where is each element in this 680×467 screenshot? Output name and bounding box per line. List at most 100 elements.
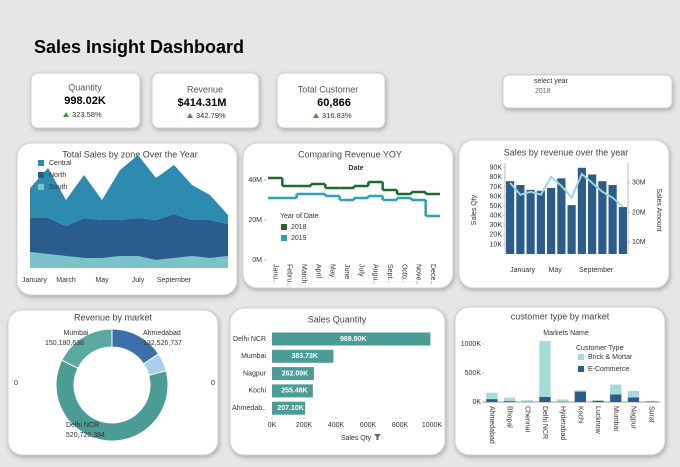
x-tick-label: Delhi NCR — [541, 406, 548, 439]
bar-segment — [627, 397, 640, 402]
x-tick-label: Janu.. — [271, 264, 278, 283]
x-tick-label: 800K — [392, 422, 409, 429]
x-tick-label: January — [510, 267, 535, 274]
legend-label: 2018 — [291, 224, 307, 231]
data-label: 383.73K — [291, 353, 317, 360]
chart-title: Comparing Revenue YOY — [298, 149, 402, 159]
bar — [577, 167, 586, 254]
filter-value[interactable]: 2018 — [535, 88, 551, 95]
legend-label: E-Commerce — [588, 366, 629, 373]
bar-segment — [574, 391, 587, 402]
slice-value: 150,180,638 — [45, 340, 84, 347]
legend-label: 2019 — [291, 235, 307, 242]
slice-label: Ahmedabad — [143, 330, 181, 337]
y2-tick-label: 20M — [632, 209, 646, 216]
y-tick-label: 40M — [248, 177, 262, 184]
x-tick-label: 400K — [328, 422, 345, 429]
bar — [272, 332, 431, 346]
data-label: 255.48K — [281, 388, 307, 395]
chart-card — [454, 306, 666, 456]
bar — [516, 185, 525, 254]
bar-segment — [486, 392, 498, 400]
x-tick-label: 0K — [268, 422, 277, 429]
bar-segment — [610, 394, 622, 402]
bar-segment — [592, 400, 604, 402]
area — [30, 214, 228, 260]
data-label: 989.90K — [340, 336, 366, 343]
bar — [272, 367, 314, 381]
y2-tick-label: 30M — [632, 180, 646, 187]
bar-segment — [539, 396, 551, 402]
legend-label: North — [49, 172, 66, 179]
x-tick-label: Surat — [647, 406, 654, 423]
x-tick-label: Dece.. — [429, 264, 436, 284]
chart-title: Total Sales by zone Over the Year — [62, 149, 198, 159]
legend-label: South — [49, 184, 67, 191]
y-tick-label: 40K — [490, 213, 503, 220]
y-tick-label: Delhi NCR — [233, 336, 266, 343]
legend-swatch — [578, 366, 584, 372]
bar — [272, 349, 334, 363]
legend-swatch — [578, 354, 584, 360]
legend-swatch — [38, 172, 44, 178]
filter-icon[interactable] — [374, 434, 381, 440]
legend-swatch — [38, 160, 44, 166]
donut-slice — [61, 328, 113, 369]
chart-card — [7, 309, 219, 456]
legend-swatch — [281, 224, 287, 230]
line — [509, 172, 624, 208]
bar — [272, 401, 306, 415]
chart-title: Sales Quantity — [308, 314, 367, 324]
x-tick-label: June — [343, 264, 350, 279]
x-tick-label: March — [300, 264, 307, 284]
kpi-change: 323.58% — [72, 110, 102, 119]
bar-segment — [503, 401, 516, 402]
axis-tick-label: 0 — [14, 380, 18, 387]
y-tick-label: 90K — [490, 165, 503, 172]
chart-subtitle: Date — [348, 165, 363, 172]
bar-segment — [645, 401, 657, 402]
area — [30, 155, 228, 226]
bar — [557, 178, 566, 254]
kpi-value: 998.02K — [64, 95, 106, 107]
x-tick-label: Lucknow — [594, 406, 601, 435]
kpi-label: Revenue — [187, 84, 223, 94]
x-tick-label: September — [579, 267, 614, 274]
x-tick-label: Kochi — [577, 406, 584, 424]
x-tick-label: Bhopal — [506, 406, 513, 428]
kpi-value: $414.31M — [178, 97, 227, 109]
kpi-change: 342.79% — [196, 111, 226, 120]
x-tick-label: April — [314, 264, 321, 278]
kpi-value: 60,866 — [317, 97, 351, 109]
y-tick-label: 30K — [490, 222, 503, 229]
y-tick-label: 1000K — [461, 341, 482, 348]
x-tick-label: Augu.. — [372, 264, 379, 284]
donut-slice — [55, 359, 169, 442]
kpi-cards: Quantity 998.02K 323.58% Revenue $414.31… — [30, 72, 386, 129]
kpi-card — [30, 72, 141, 129]
dashboard-title: Sales Insight Dashboard — [34, 37, 244, 57]
slice-value: 520,720,384 — [66, 432, 105, 439]
y-axis-label: Sales Qty — [471, 194, 478, 225]
bar — [588, 174, 597, 254]
y-tick-label: 70K — [490, 184, 503, 191]
bar — [608, 185, 617, 254]
bar-segment — [486, 399, 498, 402]
filter-card[interactable] — [502, 74, 673, 109]
x-tick-label: September — [157, 277, 192, 284]
x-tick-label: July — [132, 277, 145, 284]
area — [30, 252, 228, 268]
x-tick-label: Febru.. — [286, 264, 293, 286]
y-tick-label: 0M — [252, 257, 262, 264]
y-tick-label: 80K — [490, 174, 503, 181]
y-tick-label: 50K — [490, 203, 503, 210]
data-label: 262.09K — [282, 370, 308, 377]
chart-card — [242, 142, 454, 289]
legend-title: Year of Date — [280, 213, 319, 220]
y-tick-label: Kochi — [248, 388, 266, 395]
legend-label: Central — [49, 160, 72, 167]
up-arrow — [63, 112, 69, 117]
x-tick-label: Hyderabad — [559, 406, 566, 440]
y-tick-label: 20M — [248, 217, 262, 224]
